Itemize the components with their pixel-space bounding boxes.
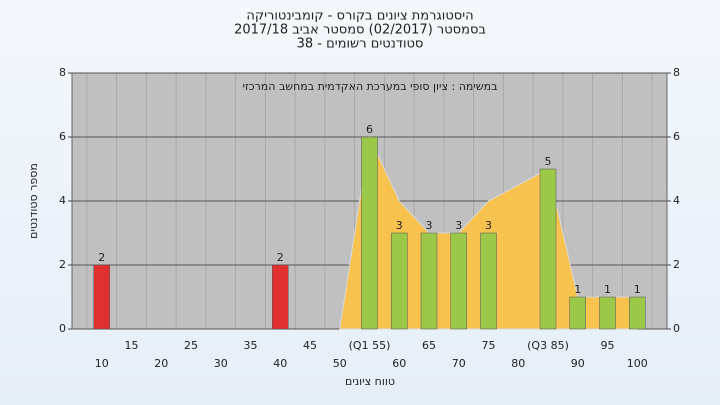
bar: [272, 264, 289, 330]
x-tick-label: 35: [244, 339, 258, 352]
value-label: 2: [98, 251, 105, 264]
title: סטודנטים רשומים - 38: [297, 37, 424, 52]
annotation: במשימה : ציון סופי במערכת האקדמית במחשב …: [243, 80, 498, 93]
x-tick-label: 40: [273, 357, 287, 370]
value-label: 1: [604, 283, 611, 296]
y2-tick-label: 0: [673, 322, 680, 335]
bar: [569, 296, 586, 330]
x-tick-label: 75: [482, 339, 496, 352]
x-tick-label: (Q1 55): [349, 339, 391, 352]
x-tick-label: 10: [95, 357, 109, 370]
value-label: 3: [455, 219, 462, 232]
x-tick-label: 65: [422, 339, 436, 352]
y-label: מספר סטודנטים: [27, 163, 40, 239]
bar: [629, 296, 646, 330]
x-tick-label: 15: [125, 339, 139, 352]
bar: [93, 264, 110, 330]
x-tick-label: 90: [571, 357, 585, 370]
x-tick-label: 20: [154, 357, 168, 370]
value-label: 3: [485, 219, 492, 232]
value-label: 2: [277, 251, 284, 264]
x-tick-label: 30: [214, 357, 228, 370]
value-label: 1: [634, 283, 641, 296]
y2-tick-label: 2: [673, 258, 680, 271]
value-label: 3: [396, 219, 403, 232]
title: בסמסטר (02/2017) סמסטר אביב 2017/18: [234, 23, 486, 38]
bar: [391, 232, 408, 330]
y-tick-label: 6: [59, 130, 66, 143]
x-tick-label: 50: [333, 357, 347, 370]
bar: [361, 136, 378, 330]
x-label: טווח ציונים: [345, 375, 395, 388]
x-tick-label: (Q3 85): [527, 339, 569, 352]
y2-tick-label: 8: [673, 66, 680, 79]
y2-tick-label: 4: [673, 194, 680, 207]
bar: [450, 232, 467, 330]
x-tick-label: 45: [303, 339, 317, 352]
x-tick-label: 60: [392, 357, 406, 370]
x-tick-label: 70: [452, 357, 466, 370]
value-label: 5: [545, 155, 552, 168]
value-label: 1: [574, 283, 581, 296]
bar: [599, 296, 616, 330]
y-tick-label: 2: [59, 258, 66, 271]
x-tick-label: 25: [184, 339, 198, 352]
x-tick-label: 80: [511, 357, 525, 370]
x-tick-label: 95: [601, 339, 615, 352]
y-tick-label: 0: [59, 322, 66, 335]
bar: [539, 168, 557, 330]
y-tick-label: 8: [59, 66, 66, 79]
value-label: 6: [366, 123, 373, 136]
value-label: 3: [426, 219, 433, 232]
y-tick-label: 4: [59, 194, 66, 207]
title: היסטוגרמת ציונים בקורס - קומבינטוריקה: [246, 9, 473, 24]
bar: [480, 232, 497, 330]
bar: [420, 232, 438, 330]
x-tick-label: 100: [627, 357, 648, 370]
y2-tick-label: 6: [673, 130, 680, 143]
